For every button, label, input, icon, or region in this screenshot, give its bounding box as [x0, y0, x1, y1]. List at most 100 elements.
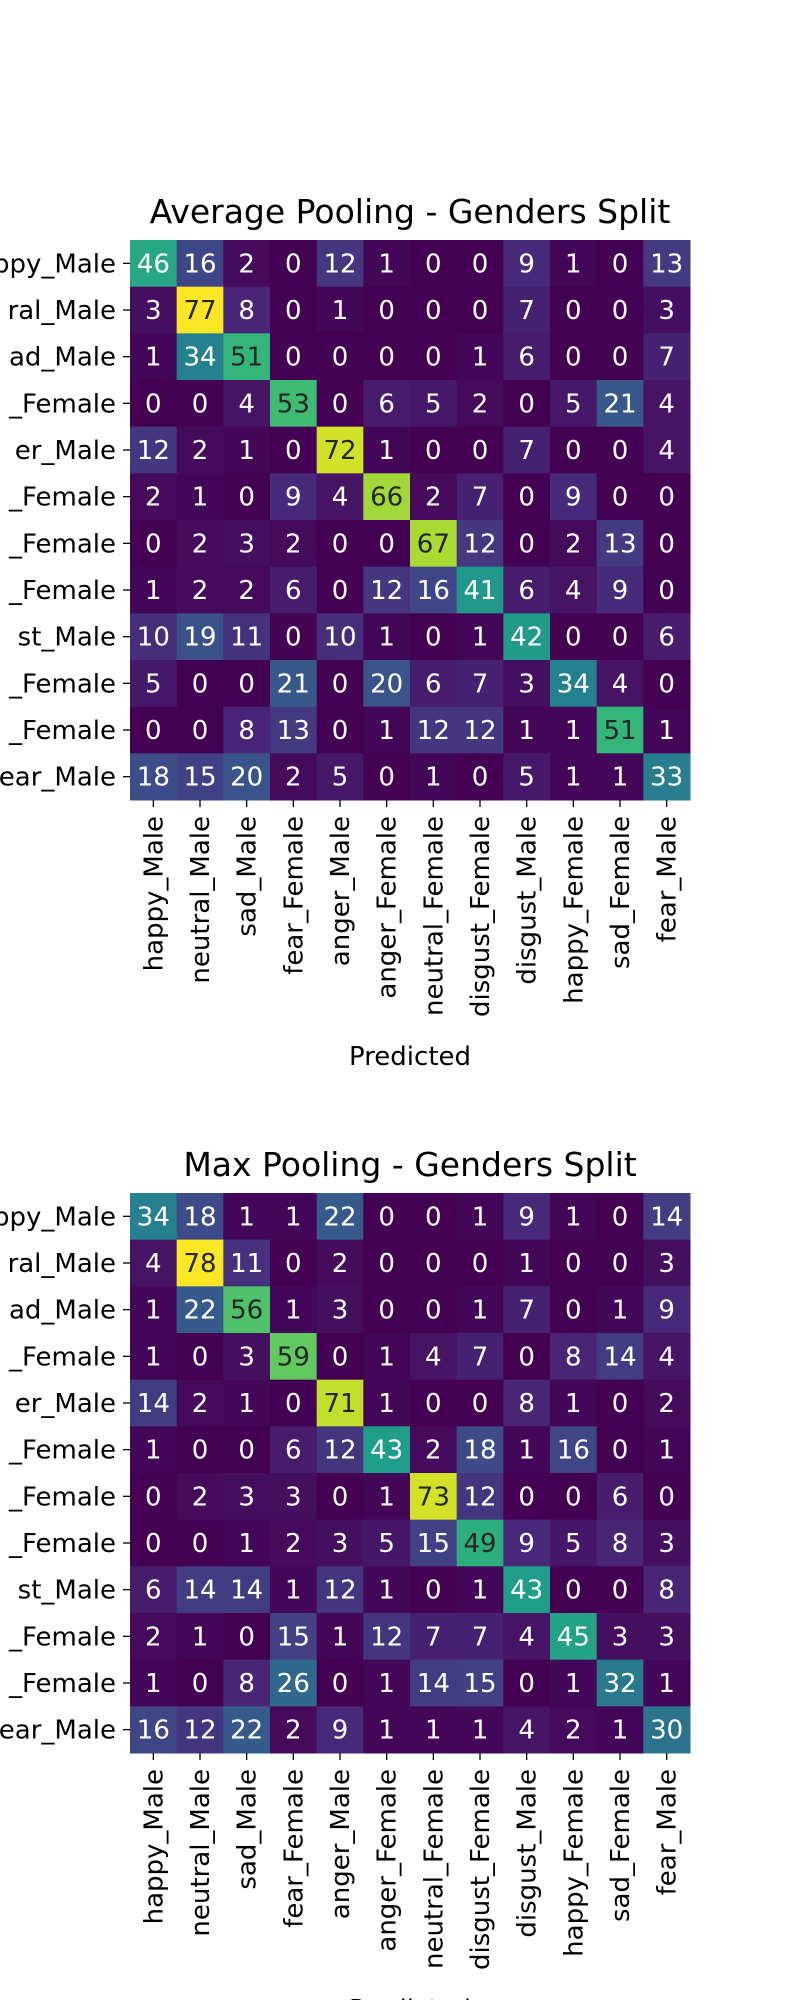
cell-value-label: 0: [518, 1482, 535, 1512]
cell-value-label: 0: [332, 669, 349, 699]
heatmap-cell: [456, 333, 504, 381]
heatmap-cell: [596, 473, 644, 521]
heatmap-cell: [643, 1659, 691, 1707]
heatmap-cell: [456, 1333, 504, 1381]
heatmap-cell: [363, 240, 411, 288]
heatmap-cell: [363, 286, 411, 334]
heatmap-cell: [503, 566, 551, 614]
cell-value-label: 4: [145, 1249, 162, 1279]
heatmap-cell: [223, 1379, 271, 1427]
heatmap-cell: [270, 286, 318, 334]
cell-value-label: 8: [565, 1342, 582, 1372]
heatmap-cell: [410, 380, 458, 428]
col-tick-label: fear_Male: [653, 1769, 683, 1895]
cell-value-label: 59: [277, 1342, 310, 1372]
cell-value-label: 4: [565, 576, 582, 606]
cell-value-label: 73: [417, 1482, 450, 1512]
cell-value-label: 0: [192, 389, 209, 419]
heatmap-cell: [176, 1519, 224, 1567]
heatmap-cell: [316, 1333, 364, 1381]
cell-value-label: 0: [518, 1669, 535, 1699]
heatmap-cell: [550, 240, 598, 288]
row-tick-label: _Female: [8, 669, 116, 699]
cell-value-label: 3: [285, 1482, 302, 1512]
heatmap-cell: [596, 706, 644, 754]
cell-value-label: 3: [238, 1482, 255, 1512]
cell-value-label: 12: [183, 1716, 216, 1746]
heatmap-cell: [550, 1333, 598, 1381]
cell-value-label: 5: [565, 1529, 582, 1559]
cell-value-label: 1: [425, 1716, 442, 1746]
heatmap-cell: [503, 1333, 551, 1381]
heatmap-cell: [270, 1286, 318, 1334]
cell-value-label: 0: [425, 1576, 442, 1606]
heatmap-cell: [643, 1286, 691, 1334]
heatmap-cell: [270, 566, 318, 614]
heatmap-cell: [550, 1659, 598, 1707]
row-tick-label: er_Male: [15, 1389, 116, 1419]
cell-value-label: 6: [425, 669, 442, 699]
heatmap-cell: [503, 333, 551, 381]
heatmap-cell: [550, 1519, 598, 1567]
heatmap-cell: [550, 1193, 598, 1241]
heatmap-cell: [270, 1239, 318, 1287]
cell-value-label: 0: [425, 436, 442, 466]
cell-value-label: 3: [658, 1249, 675, 1279]
cell-value-label: 0: [472, 436, 489, 466]
heatmap-cell: [316, 240, 364, 288]
cell-value-label: 0: [472, 1389, 489, 1419]
cell-value-label: 43: [370, 1436, 403, 1466]
heatmap-cell: [550, 660, 598, 708]
cell-value-label: 22: [230, 1716, 263, 1746]
cell-value-label: 1: [378, 1716, 395, 1746]
cell-value-label: 0: [472, 296, 489, 326]
heatmap-cell: [456, 1519, 504, 1567]
cell-value-label: 0: [425, 623, 442, 653]
cell-value-label: 0: [612, 436, 629, 466]
cell-value-label: 0: [378, 296, 395, 326]
col-tick-label: neutral_Female: [419, 816, 449, 1016]
row-tick-label: _Female: [8, 1482, 116, 1512]
cell-value-label: 0: [518, 483, 535, 513]
heatmap-cell: [130, 1566, 178, 1614]
heatmap-cell: [456, 1286, 504, 1334]
cell-value-label: 5: [425, 389, 442, 419]
cell-value-label: 4: [518, 1622, 535, 1652]
heatmap-cell: [130, 1473, 178, 1521]
heatmap-cell: [130, 1659, 178, 1707]
heatmap-cell: [363, 1473, 411, 1521]
cell-value-label: 0: [192, 1342, 209, 1372]
cell-value-label: 1: [238, 1202, 255, 1232]
cell-value-label: 0: [658, 576, 675, 606]
row-tick-label: ad_Male: [9, 1296, 116, 1326]
heatmap-cell: [176, 1379, 224, 1427]
cell-value-label: 0: [285, 296, 302, 326]
heatmap-cell: [130, 1333, 178, 1381]
heatmap-cell: [363, 426, 411, 474]
cell-value-label: 1: [472, 1296, 489, 1326]
cell-value-label: 2: [425, 1436, 442, 1466]
cell-value-label: 0: [612, 1389, 629, 1419]
heatmap-cell: [130, 1613, 178, 1661]
cell-value-label: 49: [463, 1529, 496, 1559]
cell-value-label: 16: [137, 1716, 170, 1746]
cell-value-label: 6: [285, 576, 302, 606]
cell-value-label: 8: [658, 1576, 675, 1606]
cell-value-label: 1: [332, 296, 349, 326]
col-tick-label: neutral_Female: [419, 1769, 449, 1969]
cell-value-label: 67: [417, 529, 450, 559]
heatmap-cell: [456, 753, 504, 801]
cell-value-label: 1: [518, 1436, 535, 1466]
cell-value-label: 0: [332, 716, 349, 746]
heatmap-cell: [596, 1659, 644, 1707]
heatmap-cell: [130, 240, 178, 288]
heatmap-cell: [130, 706, 178, 754]
heatmap-cell: [363, 1333, 411, 1381]
cell-value-label: 14: [650, 1202, 683, 1232]
heatmap-cell: [363, 1193, 411, 1241]
cell-value-label: 14: [137, 1389, 170, 1419]
cell-value-label: 1: [192, 483, 209, 513]
chart-title: Max Pooling - Genders Split: [183, 1145, 636, 1184]
heatmap-cell: [130, 1426, 178, 1474]
heatmap-cell: [643, 473, 691, 521]
